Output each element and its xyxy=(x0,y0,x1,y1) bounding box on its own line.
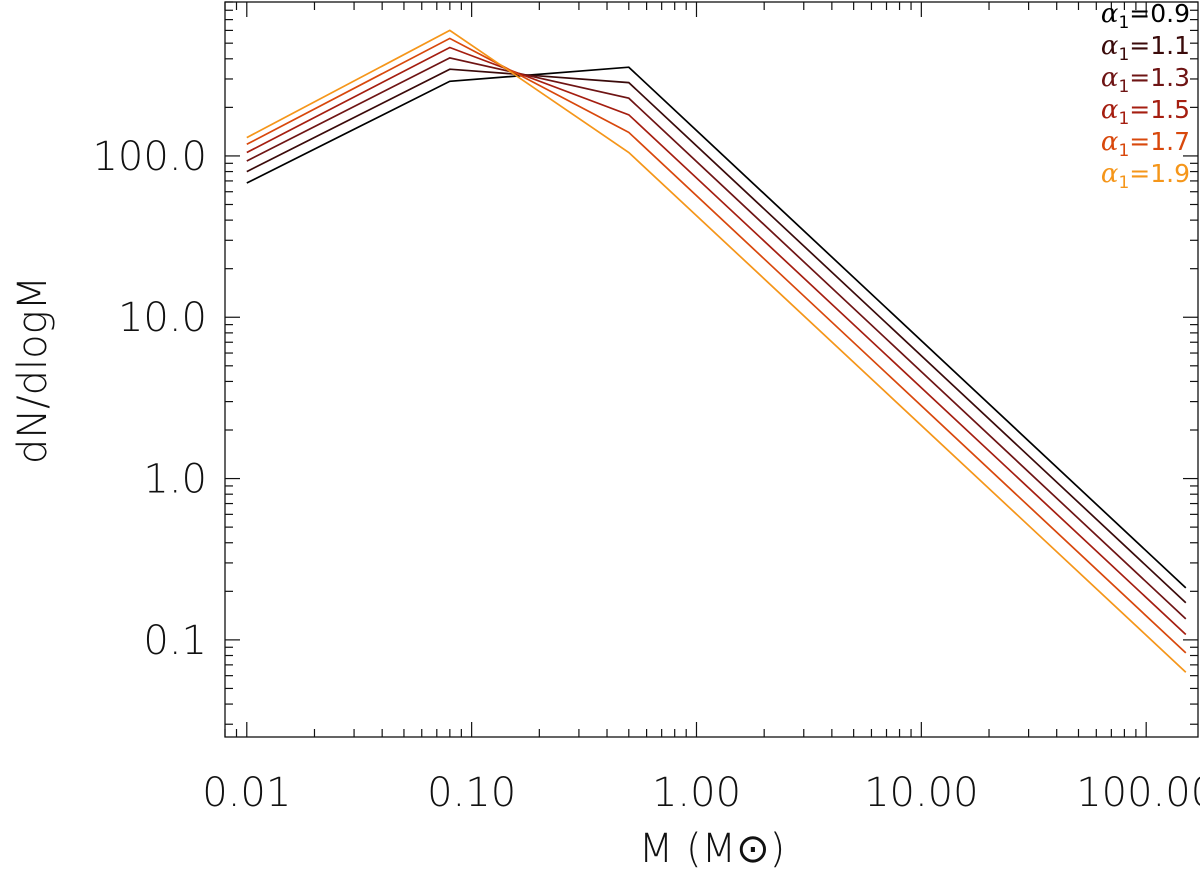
legend-value: =0.9 xyxy=(1129,0,1190,28)
series-line-6 xyxy=(246,29,1187,673)
legend-entry-2: α1=1.1 xyxy=(1101,31,1190,65)
legend-alpha-symbol: α xyxy=(1101,127,1119,157)
legend-entry-4: α1=1.5 xyxy=(1101,95,1190,129)
y-tick-label: 0.1 xyxy=(143,618,207,664)
series-line-3 xyxy=(246,57,1187,620)
x-axis-title: M (M⊙) xyxy=(639,826,785,872)
x-tick-labels: 0.01 0.10 1.00 10.00 100.00 xyxy=(202,770,1200,816)
y-tick-label: 100.0 xyxy=(92,134,207,180)
legend-alpha-symbol: α xyxy=(1101,31,1119,61)
legend-entry-1: α1=0.9 xyxy=(1101,0,1190,33)
legend-entry-5: α1=1.7 xyxy=(1101,127,1190,161)
legend-subscript: 1 xyxy=(1118,77,1129,97)
x-tick-label: 10.00 xyxy=(864,770,979,816)
legend-alpha-symbol: α xyxy=(1101,159,1119,189)
legend-value: =1.5 xyxy=(1129,95,1190,124)
series-line-1 xyxy=(246,66,1187,589)
legend-alpha-symbol: α xyxy=(1101,63,1119,93)
y-tick-label: 10.0 xyxy=(118,295,207,341)
legend: α1=0.9α1=1.1α1=1.3α1=1.5α1=1.7α1=1.9 xyxy=(1101,0,1190,193)
legend-alpha-symbol: α xyxy=(1101,95,1119,125)
minor-ticks xyxy=(224,1,1198,737)
series-line-4 xyxy=(246,46,1187,636)
legend-entry-6: α1=1.9 xyxy=(1101,159,1190,193)
legend-subscript: 1 xyxy=(1118,109,1129,129)
legend-alpha-symbol: α xyxy=(1101,0,1119,29)
y-axis-title: dN/dlogM xyxy=(10,276,56,464)
legend-value: =1.7 xyxy=(1129,127,1190,156)
x-tick-label: 1.00 xyxy=(652,770,741,816)
x-tick-label: 0.10 xyxy=(427,770,516,816)
legend-value: =1.9 xyxy=(1129,159,1190,188)
major-ticks xyxy=(225,2,1198,737)
legend-value: =1.3 xyxy=(1129,63,1190,92)
series-line-2 xyxy=(246,68,1187,604)
legend-subscript: 1 xyxy=(1118,13,1129,33)
legend-subscript: 1 xyxy=(1118,45,1129,65)
legend-subscript: 1 xyxy=(1118,141,1129,161)
plot-frame xyxy=(224,1,1199,738)
series-line-5 xyxy=(246,37,1187,654)
sun-symbol: ⊙ xyxy=(736,826,770,872)
legend-entry-3: α1=1.3 xyxy=(1101,63,1190,97)
x-tick-label: 100.00 xyxy=(1076,770,1200,816)
legend-subscript: 1 xyxy=(1118,173,1129,193)
x-tick-label: 0.01 xyxy=(202,770,291,816)
series-lines xyxy=(246,29,1187,673)
legend-value: =1.1 xyxy=(1129,31,1190,60)
y-tick-labels: 0.1 1.0 10.0 100.0 xyxy=(92,134,207,664)
y-tick-label: 1.0 xyxy=(143,457,207,503)
